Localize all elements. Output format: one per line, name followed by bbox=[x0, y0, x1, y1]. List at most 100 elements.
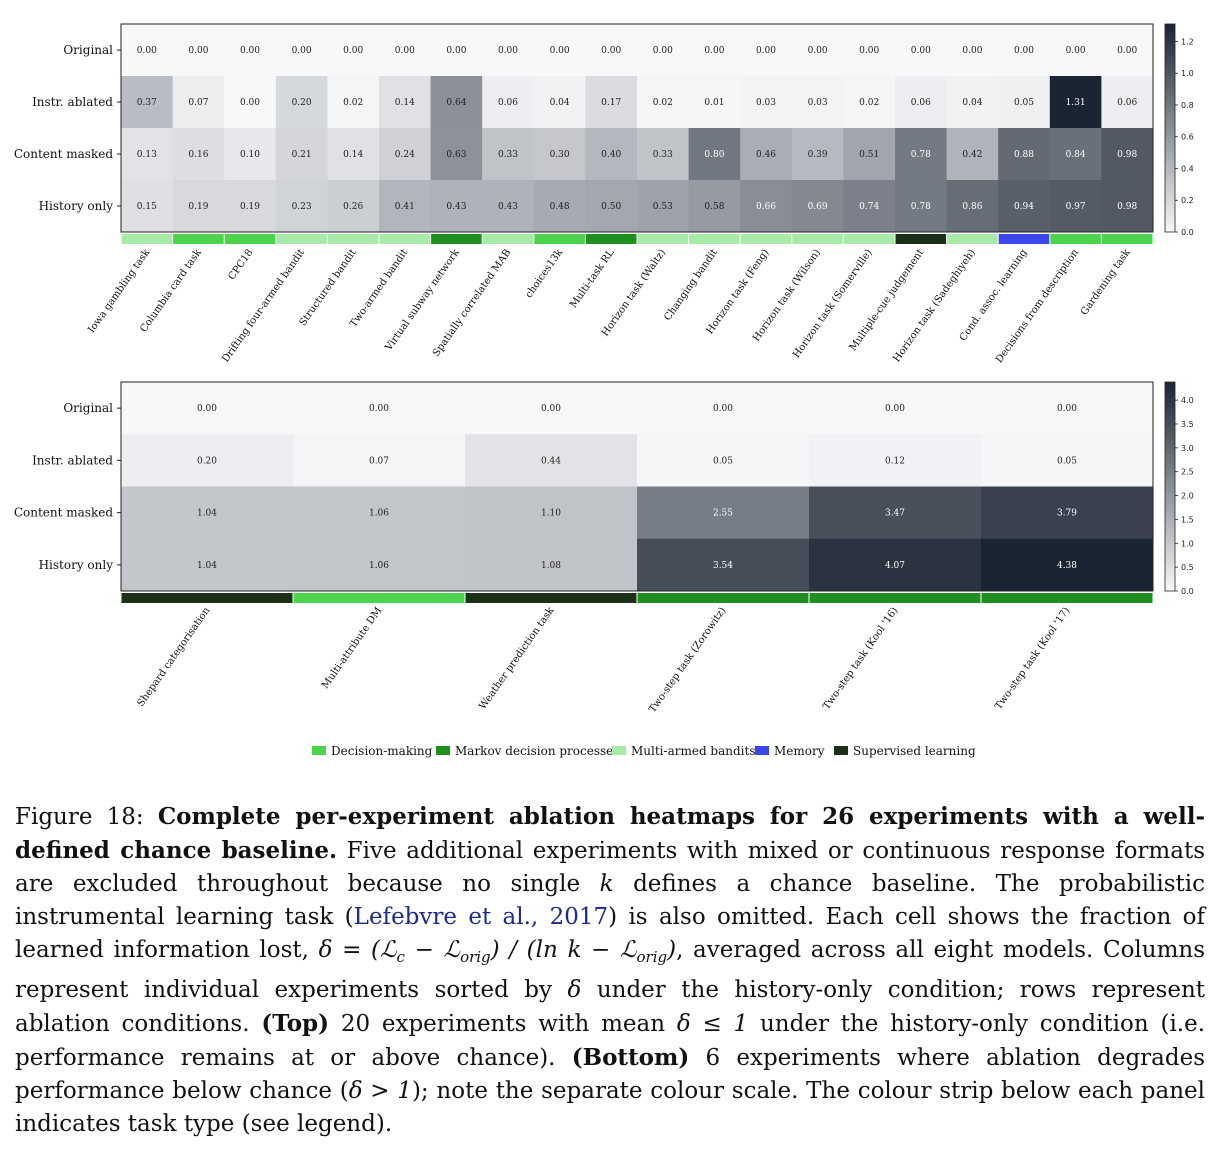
heatmap-cell bbox=[809, 434, 982, 487]
heatmap-cell bbox=[637, 128, 690, 181]
heatmap-cell bbox=[482, 76, 535, 129]
column-label: Columbia card task bbox=[138, 247, 204, 335]
heatmap-cell bbox=[465, 382, 638, 435]
heatmap-border bbox=[120, 23, 1154, 233]
task-type-strip bbox=[637, 234, 689, 244]
column-label: Two-armed bandit bbox=[348, 247, 410, 329]
heatmap-cell bbox=[791, 24, 844, 77]
cell-value: 0.97 bbox=[1066, 202, 1086, 212]
heatmap-cell bbox=[585, 24, 638, 77]
heatmap-cell bbox=[482, 128, 535, 181]
heatmap-cell bbox=[293, 538, 466, 592]
cell-value: 0.44 bbox=[541, 456, 561, 466]
heatmap-cell bbox=[275, 180, 328, 233]
heatmap-cell bbox=[895, 76, 948, 129]
colorbar-tick-label: 1.0 bbox=[1181, 69, 1194, 78]
task-type-strip bbox=[173, 234, 224, 244]
heatmap-cell bbox=[121, 434, 294, 487]
heatmap-cell bbox=[843, 24, 896, 77]
heatmap-cell bbox=[482, 180, 535, 233]
task-type-strip bbox=[534, 234, 585, 244]
caption-text: Five additional experiments with mixed o… bbox=[15, 838, 1205, 897]
cell-value: 0.78 bbox=[911, 150, 931, 160]
heatmap-border bbox=[120, 381, 1154, 592]
colorbar-tick-label: 0.5 bbox=[1181, 563, 1194, 572]
cell-value: 0.02 bbox=[859, 98, 879, 108]
cell-value: 0.00 bbox=[446, 46, 466, 56]
heatmap-cell bbox=[981, 382, 1154, 435]
heatmap-cell bbox=[843, 180, 896, 233]
heatmap-cell bbox=[293, 486, 466, 540]
caption-text: 6 experiments where ablation degrades pe… bbox=[15, 1045, 1206, 1104]
column-label: Gardening task bbox=[1079, 247, 1133, 318]
cell-value: 0.05 bbox=[1014, 98, 1034, 108]
heatmap-cell bbox=[981, 434, 1154, 487]
heatmap-cell bbox=[740, 24, 793, 77]
colorbar bbox=[1164, 23, 1176, 233]
cell-value: 3.79 bbox=[1057, 509, 1077, 519]
heatmap-cell bbox=[1101, 180, 1154, 233]
heatmap-cell bbox=[1101, 76, 1154, 129]
caption-text: defines a chance baseline. The probabili… bbox=[15, 871, 1206, 930]
colorbar-tick-label: 1.0 bbox=[1181, 539, 1194, 548]
cell-value: 0.00 bbox=[498, 46, 518, 56]
row-label: History only bbox=[39, 558, 114, 572]
cell-value: 0.00 bbox=[808, 46, 828, 56]
heatmap-cell bbox=[1049, 180, 1102, 233]
task-type-strip bbox=[981, 593, 1153, 603]
colorbar-tick-label: 4.0 bbox=[1181, 396, 1194, 405]
caption-bold: (Top) bbox=[261, 1010, 330, 1037]
heatmap-cell bbox=[637, 180, 690, 233]
heatmap-cell bbox=[998, 76, 1051, 129]
heatmap-cell bbox=[224, 24, 277, 77]
cell-value: 4.38 bbox=[1057, 561, 1077, 571]
legend-swatch bbox=[612, 746, 626, 755]
heatmap-cell bbox=[379, 180, 432, 233]
heatmap-cell bbox=[1101, 24, 1154, 77]
column-label: choices13k bbox=[524, 247, 566, 301]
cell-value: 0.04 bbox=[550, 98, 570, 108]
cell-value: 0.00 bbox=[653, 46, 673, 56]
heatmap-cell bbox=[740, 128, 793, 181]
heatmap-cell bbox=[430, 76, 483, 129]
column-label: Two-step task (Kool '16) bbox=[821, 605, 900, 711]
task-type-strip bbox=[1050, 234, 1101, 244]
legend-swatch bbox=[312, 746, 326, 755]
cell-value: 0.03 bbox=[756, 98, 776, 108]
cell-value: 0.00 bbox=[240, 98, 260, 108]
cell-value: 0.64 bbox=[446, 98, 466, 108]
cell-value: 0.51 bbox=[859, 150, 879, 160]
caption-math: k bbox=[599, 871, 614, 897]
cell-value: 0.21 bbox=[292, 150, 312, 160]
caption-equation: δ = (ℒc − ℒorig) / (ln k − ℒorig) bbox=[318, 937, 677, 966]
cell-value: 0.33 bbox=[498, 150, 518, 160]
cell-value: 0.46 bbox=[756, 150, 776, 160]
cell-value: 0.00 bbox=[343, 46, 363, 56]
colorbar-tick-label: 3.0 bbox=[1181, 444, 1194, 453]
heatmap-cell bbox=[791, 76, 844, 129]
cell-value: 0.04 bbox=[962, 98, 982, 108]
heatmap-cell bbox=[327, 76, 380, 129]
task-type-strip bbox=[585, 234, 637, 244]
heatmap-cell bbox=[809, 538, 982, 592]
cell-value: 0.00 bbox=[756, 46, 776, 56]
citation-link[interactable]: Lefebvre et al., 2017 bbox=[353, 904, 609, 930]
cell-value: 0.00 bbox=[188, 46, 208, 56]
cell-value: 1.06 bbox=[369, 509, 389, 519]
heatmap-cell bbox=[688, 24, 741, 77]
colorbar-tick-label: 0.2 bbox=[1181, 196, 1194, 205]
cell-value: 0.80 bbox=[704, 150, 724, 160]
heatmap-cell bbox=[533, 76, 586, 129]
heatmap-cell bbox=[172, 180, 225, 233]
heatmap-cell bbox=[327, 180, 380, 233]
cell-value: 0.23 bbox=[292, 202, 312, 212]
cell-value: 0.58 bbox=[704, 202, 724, 212]
heatmap-cell bbox=[379, 128, 432, 181]
cell-value: 0.00 bbox=[541, 404, 561, 414]
heatmap-cell bbox=[946, 24, 999, 77]
cell-value: 3.54 bbox=[713, 561, 733, 571]
caption-text: ) is also omitted. Each cell shows the f… bbox=[15, 904, 1205, 963]
caption-text: ); note the separate colour scale. The c… bbox=[15, 1078, 1206, 1137]
heatmap-cell bbox=[121, 180, 174, 233]
colorbar bbox=[1164, 381, 1176, 592]
